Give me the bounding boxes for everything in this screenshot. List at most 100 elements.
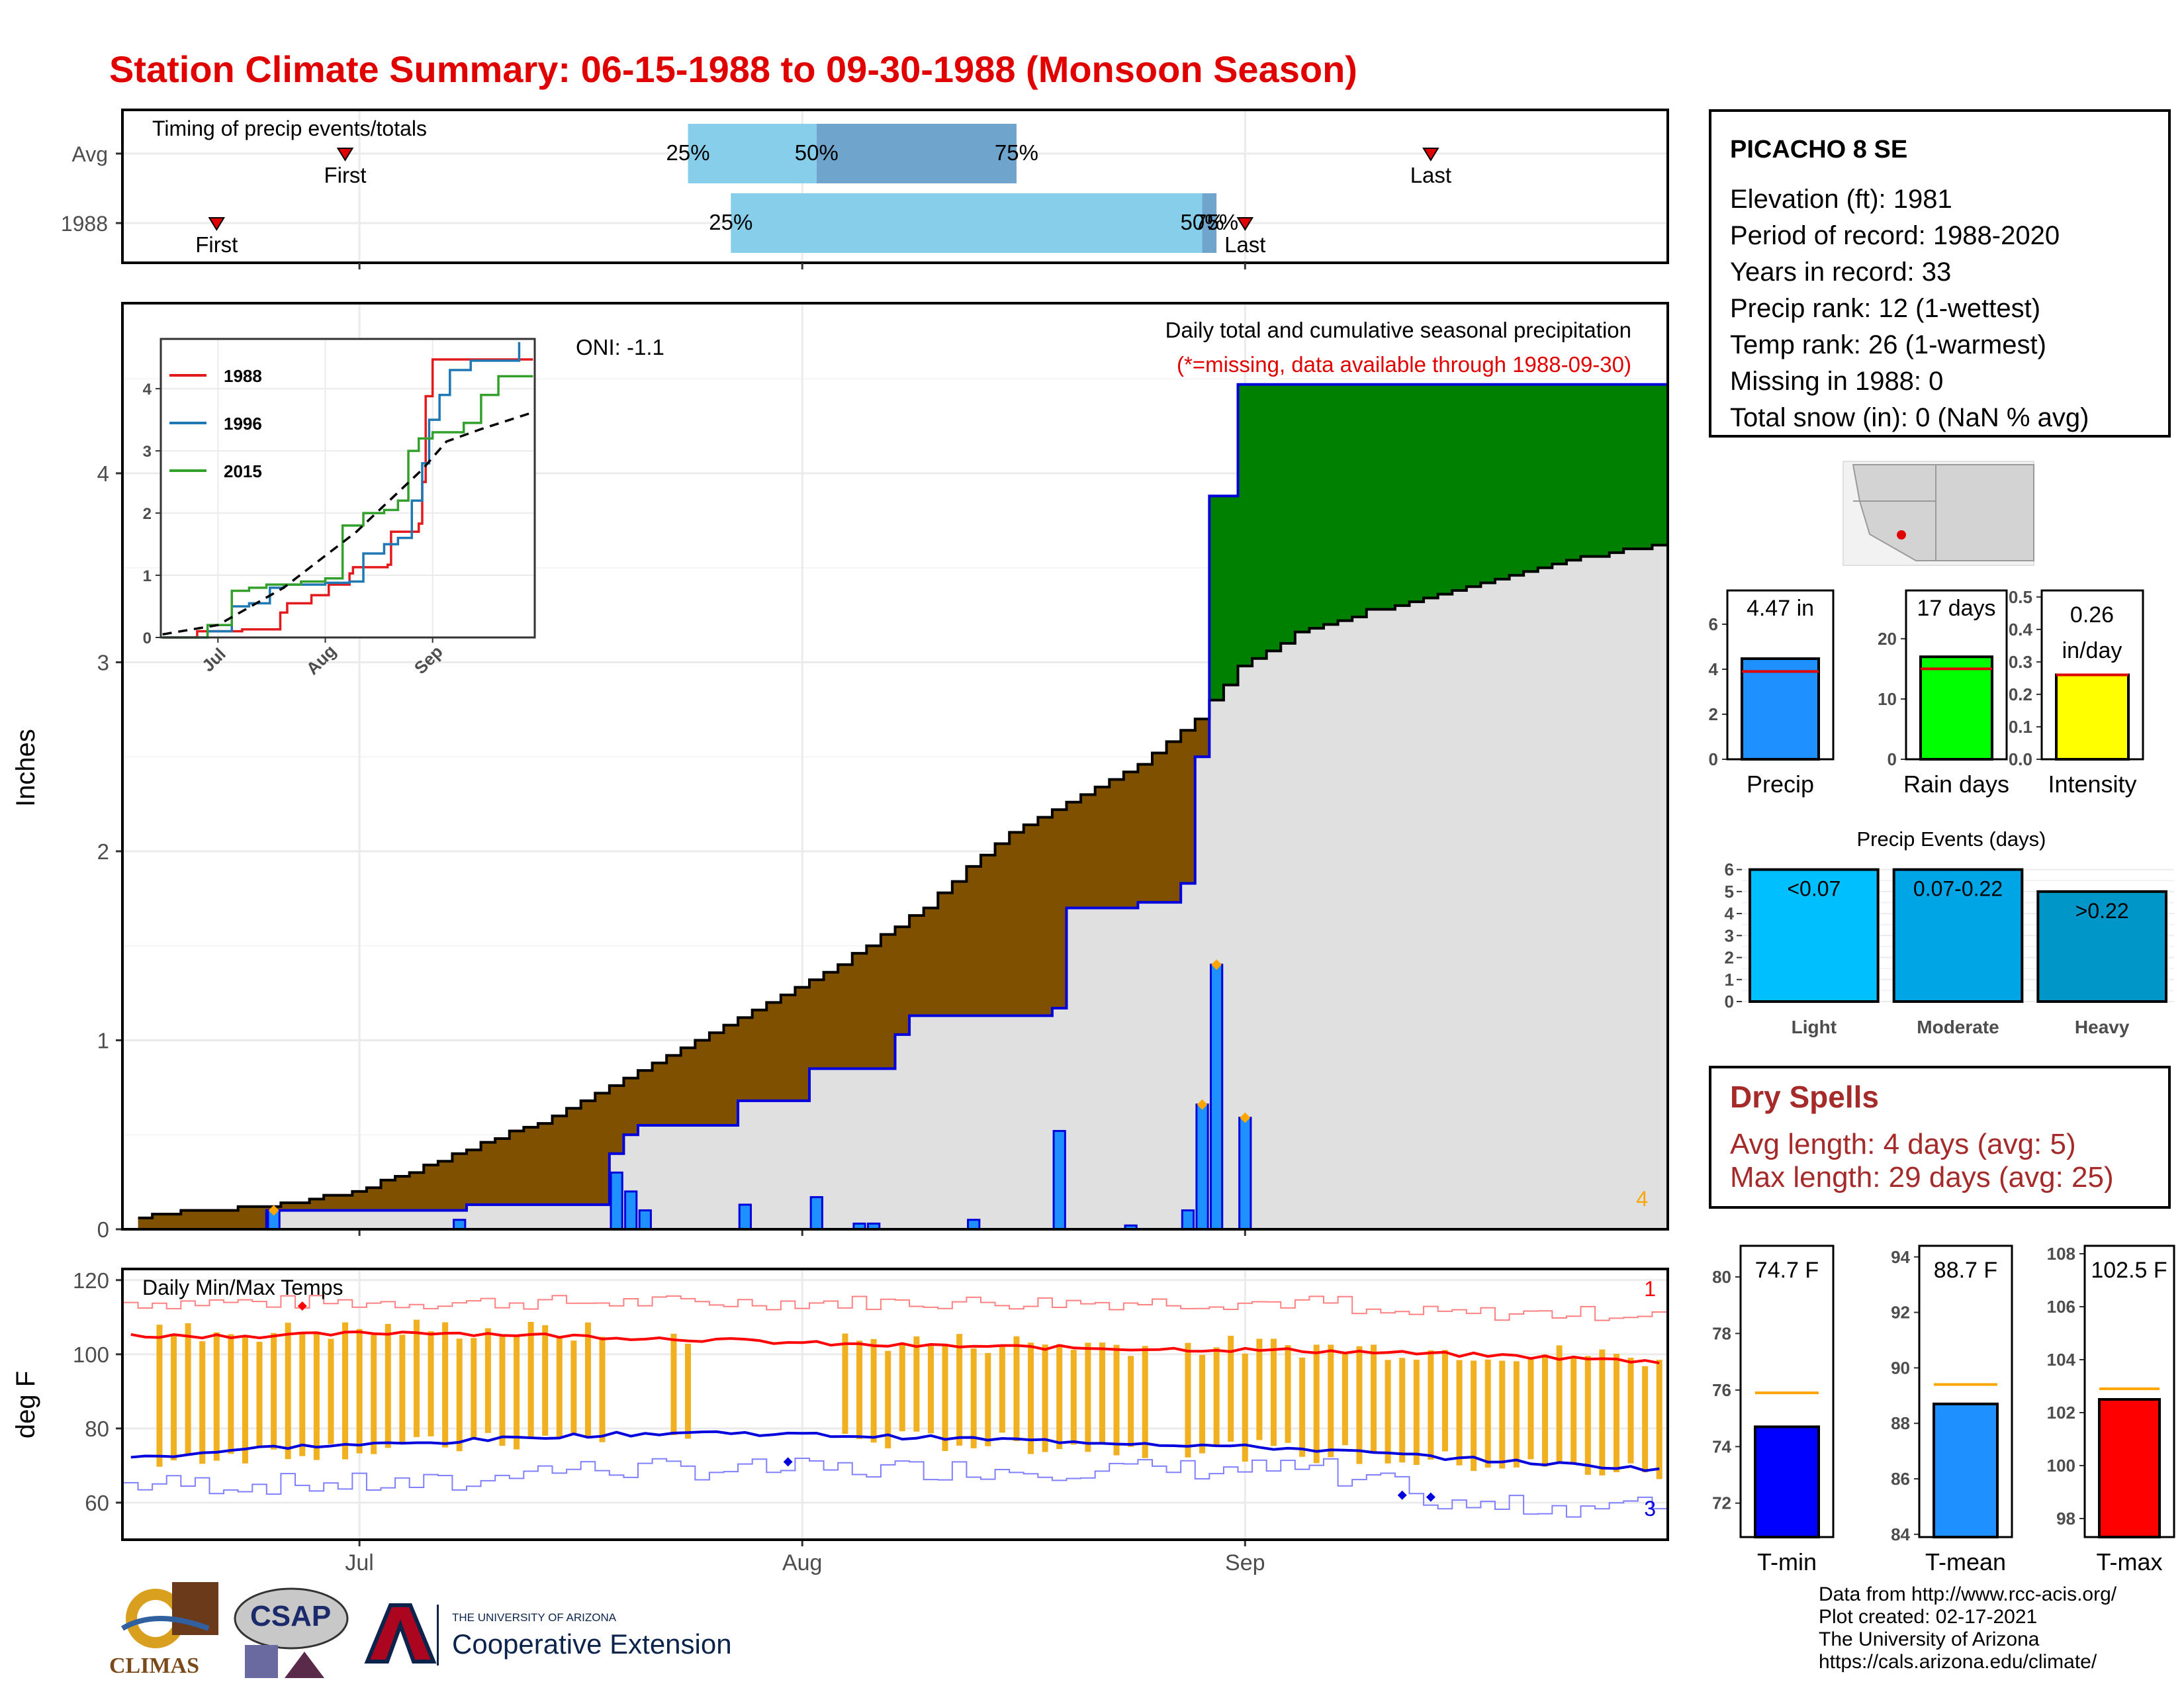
small-chart-frame <box>1918 1244 2013 1538</box>
below-average-fill <box>738 1017 753 1101</box>
daily-temp-bar <box>1285 1345 1291 1443</box>
temp-xtick-label: Sep <box>1225 1550 1265 1575</box>
below-average-fill <box>752 1009 767 1101</box>
below-average-fill <box>780 994 796 1101</box>
daily-temp-bar <box>584 1322 591 1436</box>
above-average-fill <box>1566 384 1581 561</box>
daily-temp-bar <box>885 1350 891 1448</box>
below-average-fill <box>537 1123 553 1205</box>
daily-record-marker-icon <box>1197 1099 1208 1110</box>
below-average-fill <box>1095 786 1110 908</box>
daily-temp-bar <box>1213 1347 1220 1446</box>
below-average-fill <box>1023 825 1038 1016</box>
temp-ytick-label: 100 <box>73 1342 109 1367</box>
below-average-fill <box>452 1153 467 1211</box>
daily-temp-bar <box>1613 1354 1619 1473</box>
daily-temp-bar <box>228 1334 234 1454</box>
daily-temp-bar <box>1256 1338 1263 1440</box>
below-average-fill <box>366 1188 381 1211</box>
inset-ytick-label: 2 <box>143 505 152 523</box>
daily-temp-bar <box>1599 1349 1606 1476</box>
daily-temp-bar <box>1527 1357 1534 1460</box>
timing-marker-icon <box>336 148 354 162</box>
inset-ytick-label: 3 <box>143 443 152 461</box>
below-average-fill <box>1195 719 1210 757</box>
timing-p50-label: 50% <box>795 140 839 165</box>
below-average-fill <box>580 1100 596 1205</box>
small-chart-ytick-label: 90 <box>1891 1358 1910 1378</box>
below-average-fill <box>609 1086 624 1154</box>
daily-temp-bar <box>1642 1366 1649 1473</box>
small-chart-ytick-label: 72 <box>1712 1493 1731 1513</box>
dry-spells-avg: Avg length: 4 days (avg: 5) <box>1730 1128 2076 1160</box>
daily-temp-bar <box>913 1336 920 1432</box>
rain-days-value-bar <box>1919 655 1993 761</box>
events-ytick-label: 6 <box>1725 860 1734 880</box>
small-chart-ytick-label: 0.4 <box>2009 620 2033 639</box>
daily-temp-bar <box>1570 1358 1577 1464</box>
events-chart-title: Precip Events (days) <box>1857 827 2046 851</box>
daily-temp-bar <box>1199 1354 1206 1454</box>
events-bar-label: >0.22 <box>2075 899 2129 923</box>
below-average-fill <box>495 1138 510 1205</box>
small-chart-frame <box>1739 1244 1835 1538</box>
below-average-fill <box>1152 753 1167 903</box>
daily-temp-bar <box>285 1323 291 1460</box>
events-ytick-label: 2 <box>1725 948 1734 968</box>
footer-line: https://cals.arizona.edu/climate/ <box>1819 1651 2097 1673</box>
daily-temp-bar <box>670 1333 677 1435</box>
below-average-fill <box>1138 764 1153 903</box>
station-temp-rank: Temp rank: 26 (1-warmest) <box>1730 330 2046 359</box>
daily-temp-bar <box>956 1334 963 1446</box>
events-xlabel: Heavy <box>2075 1017 2130 1037</box>
daily-temp-bar <box>599 1336 606 1442</box>
daily-temp-bar <box>1441 1350 1448 1452</box>
daily-temp-bar <box>299 1333 306 1456</box>
below-average-fill <box>823 972 839 1069</box>
t-min-value-label: 74.7 F <box>1755 1258 1819 1283</box>
temp-panel-frame <box>121 1268 1669 1541</box>
inset-series-line <box>162 342 521 639</box>
events-bar-label: <0.07 <box>1787 877 1841 901</box>
below-average-fill <box>1052 810 1067 1008</box>
daily-temp-bar <box>484 1328 491 1433</box>
daily-record-marker-icon <box>1240 1112 1251 1123</box>
daily-temp-bar <box>1013 1336 1020 1442</box>
daily-temp-bar <box>1228 1335 1234 1442</box>
above-average-fill <box>1452 384 1467 590</box>
station-location-marker-icon <box>1897 530 1906 539</box>
dry-spells-heading: Dry Spells <box>1730 1080 1879 1114</box>
daily-temp-bar <box>685 1343 692 1439</box>
below-average-fill <box>1181 730 1196 884</box>
inset-ytick-label: 1 <box>143 567 152 585</box>
timing-marker-icon <box>1422 148 1439 162</box>
above-average-fill <box>1637 384 1653 549</box>
daily-temp-bar <box>1456 1360 1463 1466</box>
station-missing: Missing in 1988: 0 <box>1730 367 1944 396</box>
temp-ytick-label: 60 <box>85 1491 109 1515</box>
below-average-fill <box>567 1108 582 1205</box>
below-average-fill <box>424 1164 439 1211</box>
temp-xtick-label: Aug <box>782 1550 823 1575</box>
t-min-xlabel: T-min <box>1757 1548 1817 1575</box>
station-info-panel: PICACHO 8 SE Elevation (ft): 1981 Period… <box>1709 109 2171 438</box>
events-ytick-label: 0 <box>1725 992 1734 1011</box>
footer-credits: Data from http://www.rcc-acis.org/ Plot … <box>1819 1583 2116 1673</box>
small-chart-ytick-label: 0.5 <box>2009 587 2032 607</box>
daily-precip-bar <box>638 1209 652 1231</box>
below-average-fill <box>766 1002 782 1101</box>
daily-temp-bar <box>1399 1358 1406 1463</box>
below-average-fill <box>1123 772 1138 908</box>
above-average-fill <box>1394 384 1410 606</box>
precip-panel-frame <box>121 302 1669 1231</box>
climas-logo: CLIMAS <box>109 1582 218 1681</box>
oni-value: ONI: -1.1 <box>576 335 664 359</box>
inset-legend-label: 2015 <box>224 461 262 481</box>
small-chart-ytick-label: 92 <box>1891 1303 1910 1323</box>
daily-temp-bar <box>428 1331 434 1436</box>
below-average-fill <box>138 1217 153 1229</box>
rain-days-xlabel: Rain days <box>1903 771 2009 798</box>
daily-temp-bar <box>1356 1346 1363 1464</box>
below-average-fill <box>695 1040 710 1125</box>
